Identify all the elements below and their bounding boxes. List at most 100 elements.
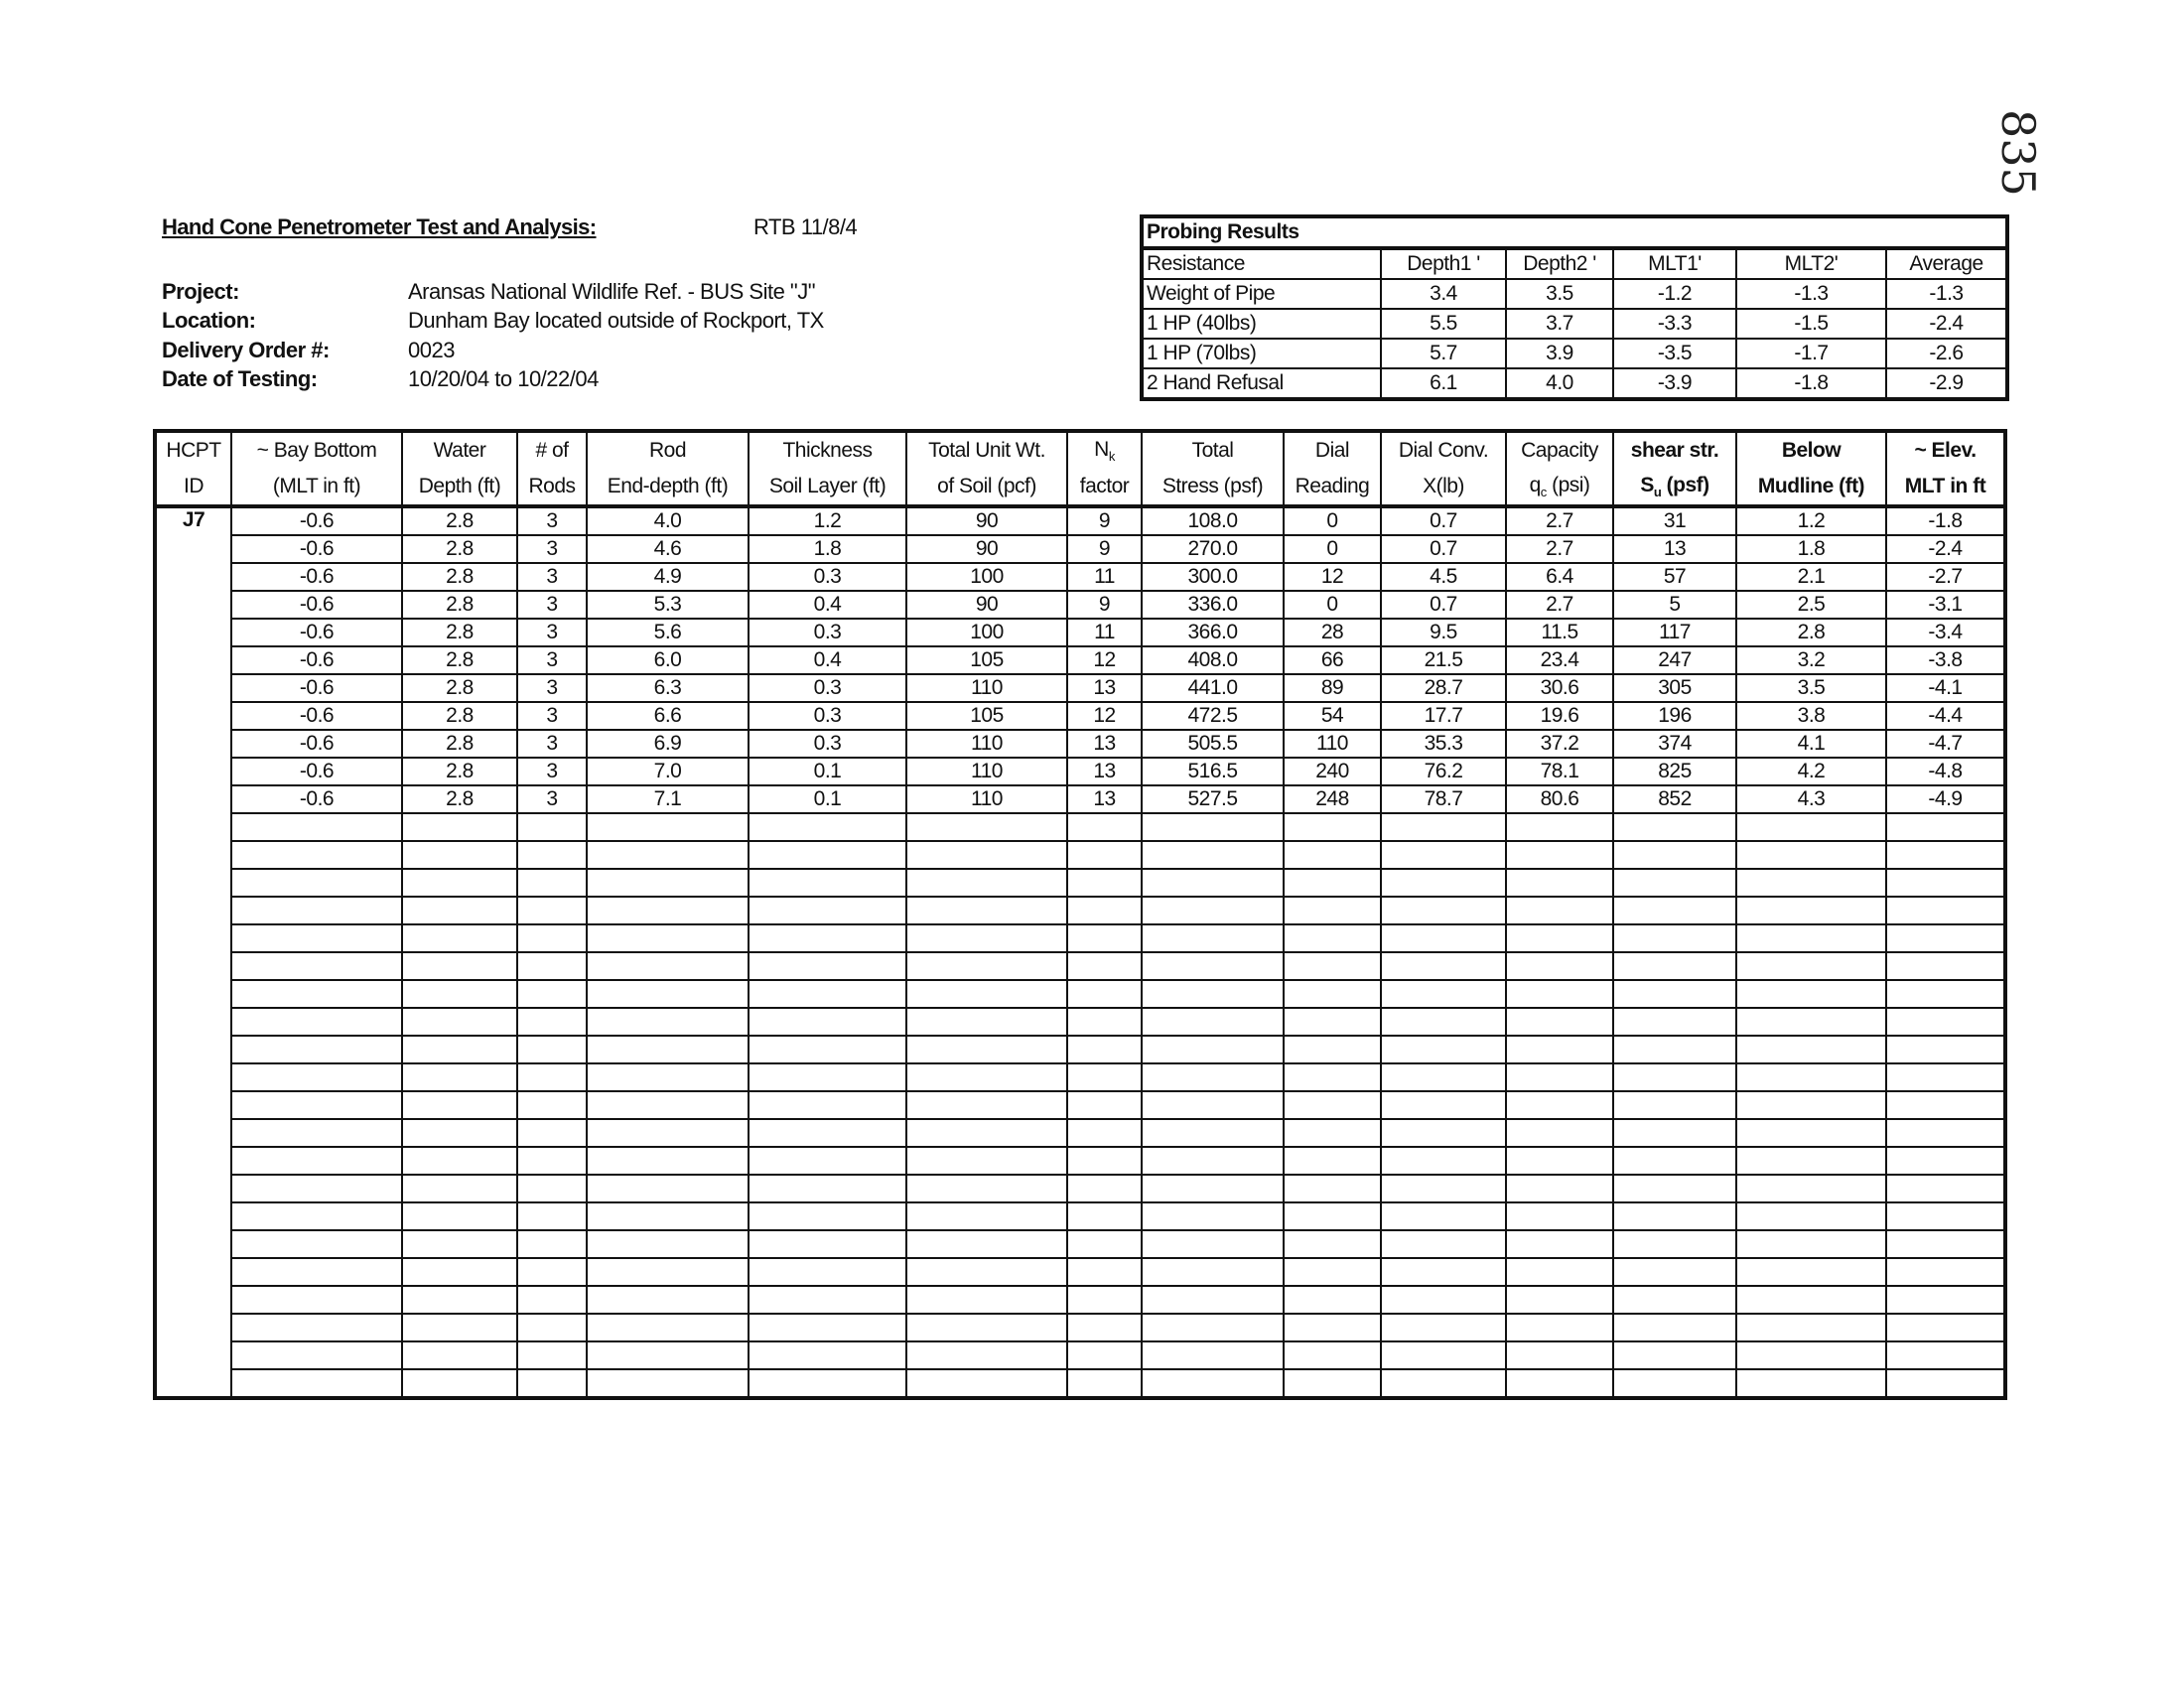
table-cell: [230, 1368, 403, 1399]
table-cell: [586, 1368, 750, 1399]
table-cell: [1283, 868, 1382, 898]
table-cell: [516, 1062, 588, 1092]
probing-resistance-label: 2 Hand Refusal: [1141, 367, 1382, 400]
table-cell: [1380, 1062, 1507, 1092]
penetrometer-data-table: HCPT ~ Bay Bottom Water # of Rod Thickness Tot…: [153, 429, 2007, 1400]
probing-cell: -2.9: [1884, 367, 2009, 400]
table-cell: [401, 1340, 518, 1370]
table-cell: [1380, 1229, 1507, 1259]
table-cell: 21.5: [1380, 645, 1507, 675]
table-cell: 3: [516, 505, 588, 536]
table-cell: [586, 812, 750, 842]
table-cell: 0.4: [748, 645, 907, 675]
table-cell: 1.8: [1735, 534, 1887, 564]
column-header: Soil Layer (ft): [748, 469, 907, 508]
table-cell: [1283, 1035, 1382, 1064]
table-cell: [1612, 1146, 1737, 1176]
table-cell: [1735, 1035, 1887, 1064]
table-cell: [1612, 1313, 1737, 1342]
table-cell: 37.2: [1505, 729, 1614, 759]
table-cell: [1066, 1174, 1143, 1203]
table-cell: 28: [1283, 618, 1382, 647]
table-cell: 305: [1612, 673, 1737, 703]
table-cell: -4.4: [1885, 701, 2006, 731]
table-cell: [1283, 979, 1382, 1009]
table-cell: [1885, 1368, 2006, 1399]
column-header: Depth (ft): [401, 469, 518, 508]
column-header: Dial Conv.: [1380, 431, 1507, 469]
table-cell: [905, 1201, 1068, 1231]
table-cell: [1380, 1174, 1507, 1203]
table-cell: [1141, 1340, 1285, 1370]
table-cell: [1380, 1007, 1507, 1037]
table-cell: [230, 1340, 403, 1370]
table-cell: -2.7: [1885, 562, 2006, 592]
table-cell: [1735, 1201, 1887, 1231]
table-cell: 28.7: [1380, 673, 1507, 703]
column-header: Dial: [1283, 431, 1382, 469]
table-cell: [516, 1146, 588, 1176]
column-header-text: HCPT: [166, 439, 221, 462]
table-cell: 17.7: [1380, 701, 1507, 731]
table-cell: [748, 1368, 907, 1399]
table-cell: [1141, 1007, 1285, 1037]
column-header: of Soil (pcf): [905, 469, 1068, 508]
table-cell: [1380, 1313, 1507, 1342]
table-cell: [1505, 1313, 1614, 1342]
table-cell: [1380, 951, 1507, 981]
table-cell: [1141, 1257, 1285, 1287]
table-cell: 2.8: [401, 590, 518, 620]
table-cell: [1885, 1090, 2006, 1120]
table-cell: [1380, 896, 1507, 925]
table-row: [155, 1201, 2006, 1231]
table-cell: 0.7: [1380, 590, 1507, 620]
table-cell: [516, 812, 588, 842]
table-cell: [1505, 1201, 1614, 1231]
table-cell: [401, 1313, 518, 1342]
table-cell: [1141, 923, 1285, 953]
column-header-subscript: u: [1653, 485, 1662, 500]
probing-cell: 6.1: [1380, 367, 1507, 400]
column-header-text: Thickness: [782, 439, 873, 462]
probing-column-header: Resistance: [1141, 247, 1382, 280]
table-cell: [401, 896, 518, 925]
table-cell: 4.5: [1380, 562, 1507, 592]
table-cell: [1380, 1340, 1507, 1370]
probing-cell: -3.3: [1612, 308, 1737, 340]
probing-cell: 3.7: [1505, 308, 1614, 340]
table-cell: [1885, 979, 2006, 1009]
table-cell: [1885, 1229, 2006, 1259]
table-cell: [586, 1007, 750, 1037]
table-cell: [586, 1340, 750, 1370]
table-cell: 0: [1283, 534, 1382, 564]
table-cell: [230, 1285, 403, 1315]
column-header-text: Water: [433, 439, 486, 462]
table-cell: [230, 1035, 403, 1064]
table-cell: [748, 1201, 907, 1231]
column-header: Below: [1735, 431, 1887, 469]
table-cell: 3: [516, 562, 588, 592]
table-cell: [1505, 1174, 1614, 1203]
table-cell: [230, 1257, 403, 1287]
table-cell: [1885, 1257, 2006, 1287]
table-cell: [230, 979, 403, 1009]
table-cell: [1141, 1201, 1285, 1231]
table-cell: [1066, 951, 1143, 981]
table-cell: [586, 1062, 750, 1092]
table-cell: [1735, 1229, 1887, 1259]
table-cell: -0.6: [230, 645, 403, 675]
table-cell: [1735, 979, 1887, 1009]
table-cell: 527.5: [1141, 784, 1285, 814]
probing-cell: -1.8: [1735, 367, 1887, 400]
table-cell: 505.5: [1141, 729, 1285, 759]
table-cell: [401, 1368, 518, 1399]
table-cell: [1735, 1118, 1887, 1148]
table-cell: [1612, 1007, 1737, 1037]
table-cell: [1885, 1146, 2006, 1176]
header-row-2: ID (MLT in ft) Depth (ft) Rods End-depth (ft…: [154, 469, 2006, 508]
column-header-text: # of: [535, 439, 569, 462]
table-cell: [1612, 1090, 1737, 1120]
table-cell: [516, 1035, 588, 1064]
table-cell: [1283, 896, 1382, 925]
table-cell: -4.8: [1885, 757, 2006, 786]
